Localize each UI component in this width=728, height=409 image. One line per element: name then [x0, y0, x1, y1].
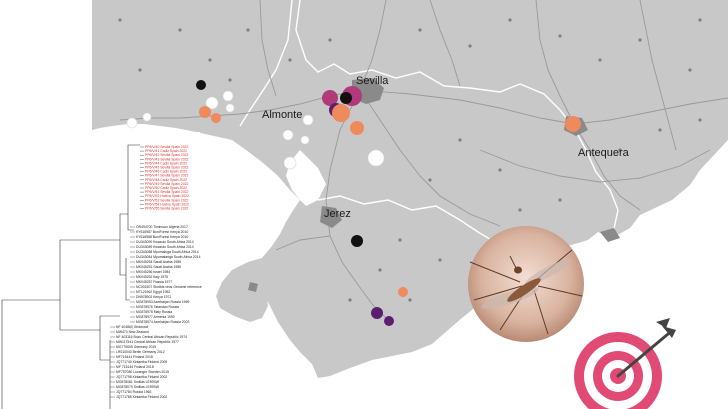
- roads: [119, 0, 728, 325]
- sample-marker: [205, 96, 219, 110]
- sample-marker: [322, 90, 338, 106]
- tree-tip-label: MW117541 Central African Republic 1977: [116, 340, 179, 344]
- tree-tip-label: PP6/V/45 Sevilla Spain 2022: [145, 166, 188, 170]
- tree-tip-label: MG878081 Smillas LE59SW: [116, 380, 160, 384]
- tree-tip-label: DU343088 Mpumalnga South Africa 2014: [136, 250, 199, 254]
- tree-tip-label: DU343084 Mpumalanga South Africa 2014: [136, 255, 201, 259]
- sample-marker: [565, 116, 581, 132]
- tree-tip-label: MK045252 Italy 1975: [136, 275, 168, 279]
- cadiz-coast: [216, 258, 268, 322]
- place-label-antequera: Antequera: [578, 147, 630, 159]
- sample-marker: [302, 114, 314, 126]
- tree-tip-label: JQ771740 Kirkantka Finland 2005: [116, 360, 167, 364]
- tree-tip-label: PP6/V/54 Huelva Spain 2022: [145, 202, 189, 206]
- sample-marker: [367, 149, 385, 167]
- tree-tip-label: MG878977 Armenia 1990: [136, 315, 175, 319]
- tree-tip-label: MK045251 Saudi Arabia 1985: [136, 265, 181, 269]
- tree-tip-label: DU343090 Kwazulu South Africa 2014: [136, 240, 194, 244]
- sample-marker: [199, 106, 211, 118]
- sample-marker: [225, 103, 235, 113]
- sample-markers: [126, 80, 581, 326]
- tree-tip-label: MG878976 Tatarstan Russia: [136, 305, 179, 309]
- tree-tip-label: MK045257 Russia 1977: [136, 280, 172, 284]
- sample-marker: [142, 112, 152, 122]
- tree-branches: [1, 144, 140, 409]
- tree-tip-label: KY616988 BoniForest Kenya 2010: [136, 235, 188, 239]
- tree-tip-label: MF757080 Lovanger Sweden 2015: [116, 370, 169, 374]
- place-label-jerez: Jerez: [324, 208, 351, 220]
- village-dots: [118, 18, 702, 302]
- tree-tip-label: PP6/V/44 Cadiz Spain 2022: [145, 161, 187, 165]
- tree-tip-label: MF715441 Finland 2018: [116, 355, 153, 359]
- tree-tip-label: DN978902 Kenya 1971: [136, 295, 171, 299]
- sample-marker: [282, 129, 294, 141]
- tree-tip-label: MK045254 Saudi Arabia 1985: [136, 260, 181, 264]
- tree-tip-label: MG878953 Azerbaijan Russia 1969: [136, 300, 189, 304]
- tree-tip-label: MK045256 Israel 1984: [136, 270, 170, 274]
- tree-tip-label: PP6/V/49 Sevilla Spain 2022: [145, 182, 188, 186]
- sample-marker: [222, 90, 234, 102]
- tree-tip-label: OR494700 Timimoun Algeria 2017: [136, 225, 188, 229]
- tree-tip-label: PP6/V/50 Cadiz Spain 2022: [145, 186, 187, 190]
- tree-tip-label: JQ771785 Kirkantka Finland 2002: [116, 395, 167, 399]
- sample-marker: [211, 113, 221, 123]
- tree-tip-label: MG770605 Germany 2019: [116, 345, 156, 349]
- land-area: [92, 0, 728, 378]
- tree-tip-label: PP6/V/55 Sevilla Spain 2022: [145, 207, 188, 211]
- mosquito-icon: [507, 278, 541, 302]
- sample-marker: [196, 80, 206, 90]
- tree-tip-label: PP6/V/40 Sevilla Spain 2022: [145, 145, 188, 149]
- place-label-almonte: Almonte: [262, 109, 302, 121]
- tree-tip-label: MT121962 Egypt 1952: [136, 290, 170, 294]
- tree-tip-label: NF 403115 Bozo Central African Republic …: [116, 335, 187, 339]
- tree-tip-label: JQ771798 Kirkantka Finland 2002: [116, 375, 167, 379]
- sample-marker: [300, 135, 310, 145]
- tree-tip-label: PP6/V/46 Cadiz Spain 2022: [145, 170, 187, 174]
- tree-tip-label: MW474 New Zealand: [116, 330, 149, 334]
- sample-marker: [384, 316, 394, 326]
- tree-tip-label: MG878974 Azerbaijan Russia 2003: [136, 320, 189, 324]
- sample-marker: [398, 287, 408, 297]
- sample-marker: [371, 307, 383, 319]
- place-label-sevilla: Sevilla: [356, 75, 389, 87]
- tree-tip-label: NF 404860 Girdwood: [116, 325, 148, 329]
- tree-tip-label: NC001507 Sindbis virus Genome reference: [136, 285, 202, 289]
- target-icon: [574, 318, 676, 409]
- tree-tip-label: PP6/V/43 Sevilla Spain 2022: [145, 157, 188, 161]
- tree-tip-label: MG878975 Maly Russia: [136, 310, 172, 314]
- tree-tip-label: LR010040 Berlin Germany 2012: [116, 350, 165, 354]
- tree-tip-label: PP6/V/41 Cadiz Spain 2022: [145, 149, 187, 153]
- tree-tip-label: PP6/V/47 Sevilla Spain 2022: [145, 174, 188, 178]
- tree-tip-label: PP6/V/53 Sevilla Spain 2022: [145, 198, 188, 202]
- sample-marker: [126, 117, 138, 129]
- sample-marker: [332, 104, 350, 122]
- sample-marker: [351, 235, 363, 247]
- sample-marker: [340, 92, 352, 104]
- tree-tip-label: PP6/V/42 Sevilla Spain 2022: [145, 153, 188, 157]
- map-panel: Sevilla Almonte Jerez Antequera: [92, 0, 728, 378]
- tree-tip-label: PP6/V/52 Huelva Spain 2022: [145, 194, 189, 198]
- mosquito-photo: [468, 226, 584, 342]
- tree-tip-label: JQ771784 Russia 1963: [116, 390, 152, 394]
- sample-marker: [283, 156, 297, 170]
- tree-tip-label: DU343089 Kwazulu South Africa 2014: [136, 245, 194, 249]
- tree-tip-label: MF 715144 Finland 2018: [116, 365, 154, 369]
- sample-marker: [350, 121, 364, 135]
- province-border: [295, 0, 619, 239]
- tree-tip-label: PP6/V/51 Sevilla Spain 2022: [145, 190, 188, 194]
- tree-tip-label: KY616987 BoniForest Kenya 2010: [136, 230, 188, 234]
- tree-tip-label: PP6/V/48 Cadiz Spain 2022: [145, 178, 187, 182]
- tree-tip-label: MG878079 Smillas LE59SW: [116, 385, 160, 389]
